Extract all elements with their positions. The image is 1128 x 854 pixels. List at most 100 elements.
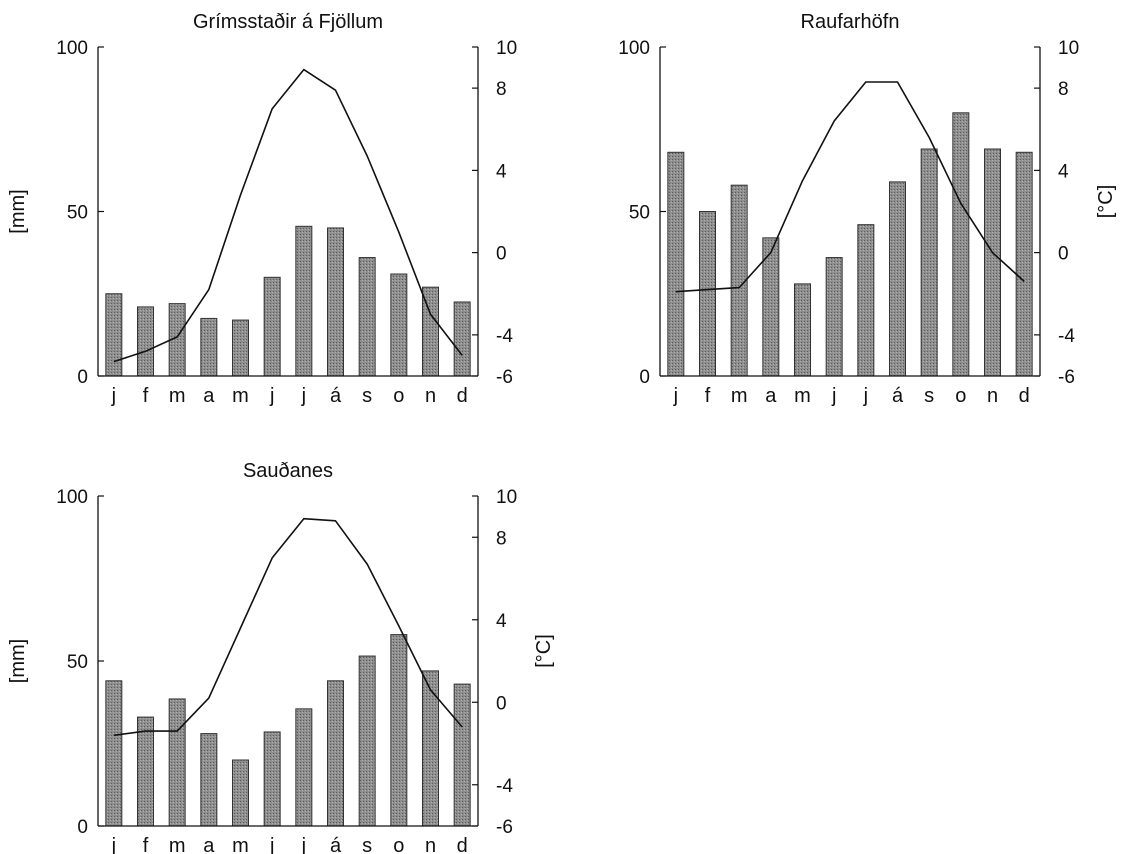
month-label: n xyxy=(425,835,436,854)
month-label: f xyxy=(143,835,149,854)
right-tick-label: -6 xyxy=(496,367,513,388)
bar-á-7 xyxy=(327,227,344,377)
y2-axis-label: [°C] xyxy=(533,634,555,668)
month-label: j xyxy=(269,835,274,854)
y-axis-label: [mm] xyxy=(7,639,29,683)
month-label: o xyxy=(393,385,404,407)
right-tick-label: 8 xyxy=(496,79,507,100)
left-tick-label: 0 xyxy=(77,817,88,838)
month-label: á xyxy=(330,385,342,407)
right-tick-label: 4 xyxy=(496,161,507,182)
chart-title: Raufarhöfn xyxy=(801,11,900,33)
month-label: s xyxy=(362,385,372,407)
left-tick-label: 50 xyxy=(67,652,88,673)
right-tick-label: 8 xyxy=(496,528,507,549)
bar-m-4 xyxy=(232,759,249,827)
bar-a-3 xyxy=(200,733,218,827)
bar-n-10 xyxy=(984,148,1001,377)
temperature-line xyxy=(675,81,1025,293)
month-label: a xyxy=(765,385,777,407)
month-label: j xyxy=(863,385,868,407)
bar-j-6 xyxy=(295,225,313,377)
left-tick-label: 50 xyxy=(67,203,88,224)
month-label: m xyxy=(794,385,811,407)
chart-title: Sauðanes xyxy=(243,460,333,482)
bar-j-0 xyxy=(667,151,685,377)
bar-á-7 xyxy=(889,181,906,377)
bar-m-4 xyxy=(794,283,811,377)
month-label: s xyxy=(924,385,934,407)
right-tick-label: 0 xyxy=(496,693,507,714)
bar-m-4 xyxy=(232,319,249,377)
month-label: j xyxy=(269,385,274,407)
bar-j-0 xyxy=(105,293,123,377)
bar-n-10 xyxy=(422,670,439,827)
right-tick-label: -4 xyxy=(1058,326,1075,347)
left-tick-label: 100 xyxy=(56,38,88,59)
bar-j-6 xyxy=(295,708,313,827)
left-tick-label: 100 xyxy=(56,487,88,508)
right-tick-label: 4 xyxy=(1058,161,1069,182)
left-tick-label: 0 xyxy=(639,367,650,388)
bar-á-7 xyxy=(327,680,344,827)
left-tick-label: 0 xyxy=(77,367,88,388)
right-tick-label: -4 xyxy=(496,776,513,797)
month-label: f xyxy=(705,385,711,407)
month-label: o xyxy=(955,385,966,407)
month-label: m xyxy=(232,835,249,854)
bar-j-5 xyxy=(263,276,281,377)
month-label: n xyxy=(987,385,998,407)
right-tick-label: 8 xyxy=(1058,79,1069,100)
month-label: á xyxy=(330,835,342,854)
month-label: j xyxy=(831,385,836,407)
bar-j-5 xyxy=(263,731,281,827)
month-label: o xyxy=(393,835,404,854)
bar-s-8 xyxy=(920,148,938,377)
left-tick-label: 100 xyxy=(618,38,650,59)
right-tick-label: 0 xyxy=(1058,244,1069,265)
month-label: d xyxy=(1019,385,1030,407)
month-label: n xyxy=(425,385,436,407)
month-label: d xyxy=(457,835,468,854)
bar-d-11 xyxy=(453,683,471,827)
month-label: m xyxy=(232,385,249,407)
bar-m-2 xyxy=(168,698,186,827)
month-label: j xyxy=(673,385,678,407)
right-tick-label: 10 xyxy=(496,38,517,59)
month-label: á xyxy=(892,385,904,407)
bar-s-8 xyxy=(358,257,376,377)
chart-title: Grímsstaðir á Fjöllum xyxy=(193,11,383,33)
bar-j-0 xyxy=(105,680,123,827)
right-tick-label: -6 xyxy=(1058,367,1075,388)
month-label: m xyxy=(169,835,186,854)
y2-axis-label: [°C] xyxy=(1095,185,1117,219)
bar-d-11 xyxy=(1015,151,1033,377)
bar-j-5 xyxy=(825,257,843,377)
bar-o-9 xyxy=(952,112,970,377)
left-tick-label: 50 xyxy=(629,203,650,224)
right-tick-label: 10 xyxy=(1058,38,1079,59)
month-label: j xyxy=(111,385,116,407)
right-tick-label: -4 xyxy=(496,326,513,347)
month-label: m xyxy=(731,385,748,407)
month-label: a xyxy=(203,835,215,854)
panel-3: 0 50 100 -6 -4 0 4 8 10 j f m a m j j á s o n d Sauðanes [mm] [… xyxy=(7,460,555,854)
bar-f-1 xyxy=(137,306,154,377)
bar-f-1 xyxy=(699,211,716,377)
bar-a-3 xyxy=(200,317,218,377)
temperature-line xyxy=(113,68,463,363)
bar-o-9 xyxy=(390,273,408,377)
month-label: j xyxy=(111,835,116,854)
month-label: d xyxy=(457,385,468,407)
right-tick-label: 10 xyxy=(496,487,517,508)
month-label: a xyxy=(203,385,215,407)
temperature-line xyxy=(113,517,463,737)
right-tick-label: 0 xyxy=(496,244,507,265)
bar-j-6 xyxy=(857,224,875,377)
bar-o-9 xyxy=(390,634,408,827)
y-axis-label: [mm] xyxy=(7,189,29,233)
right-tick-label: 4 xyxy=(496,611,507,632)
